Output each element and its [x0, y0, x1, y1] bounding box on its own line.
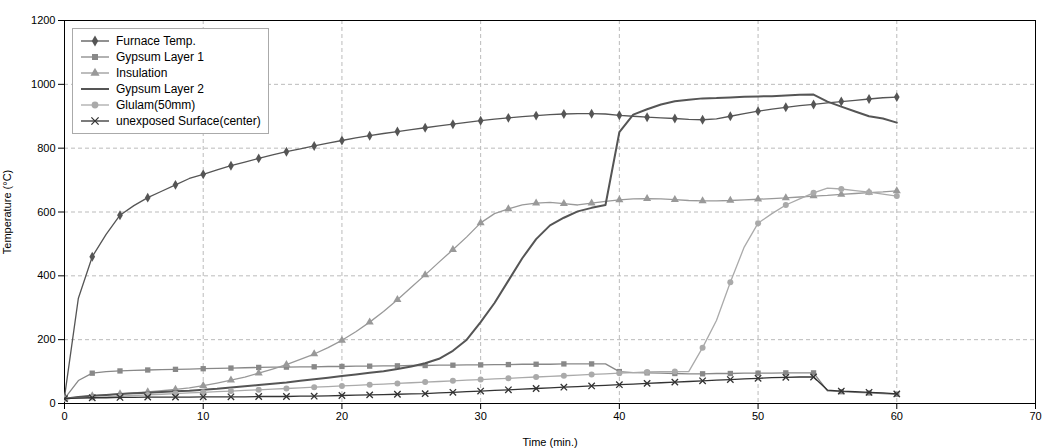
svg-text:30: 30 — [475, 410, 487, 422]
svg-text:200: 200 — [37, 333, 55, 345]
svg-text:70: 70 — [1029, 410, 1041, 422]
svg-text:20: 20 — [336, 410, 348, 422]
svg-text:Time (min.): Time (min.) — [522, 436, 577, 448]
html-text:Gypsum Layer 1: Gypsum Layer 1 — [116, 50, 204, 64]
svg-text:60: 60 — [891, 410, 903, 422]
html-text:Furnace Temp.: Furnace Temp. — [116, 34, 196, 48]
svg-text:40: 40 — [613, 410, 625, 422]
svg-text:0: 0 — [61, 410, 67, 422]
svg-text:600: 600 — [37, 206, 55, 218]
html-text:Glulam(50mm): Glulam(50mm) — [116, 98, 196, 112]
svg-text:1200: 1200 — [31, 14, 55, 26]
svg-text:400: 400 — [37, 269, 55, 281]
svg-text:0: 0 — [49, 397, 55, 409]
svg-text:Temperature (°C): Temperature (°C) — [1, 170, 13, 254]
svg-text:10: 10 — [197, 410, 209, 422]
svg-text:50: 50 — [752, 410, 764, 422]
svg-text:1000: 1000 — [31, 78, 55, 90]
svg-text:800: 800 — [37, 142, 55, 154]
html-text:Gypsum Layer 2: Gypsum Layer 2 — [116, 82, 204, 96]
html-text:Insulation: Insulation — [116, 66, 168, 80]
html-text:unexposed Surface(center): unexposed Surface(center) — [116, 114, 261, 128]
